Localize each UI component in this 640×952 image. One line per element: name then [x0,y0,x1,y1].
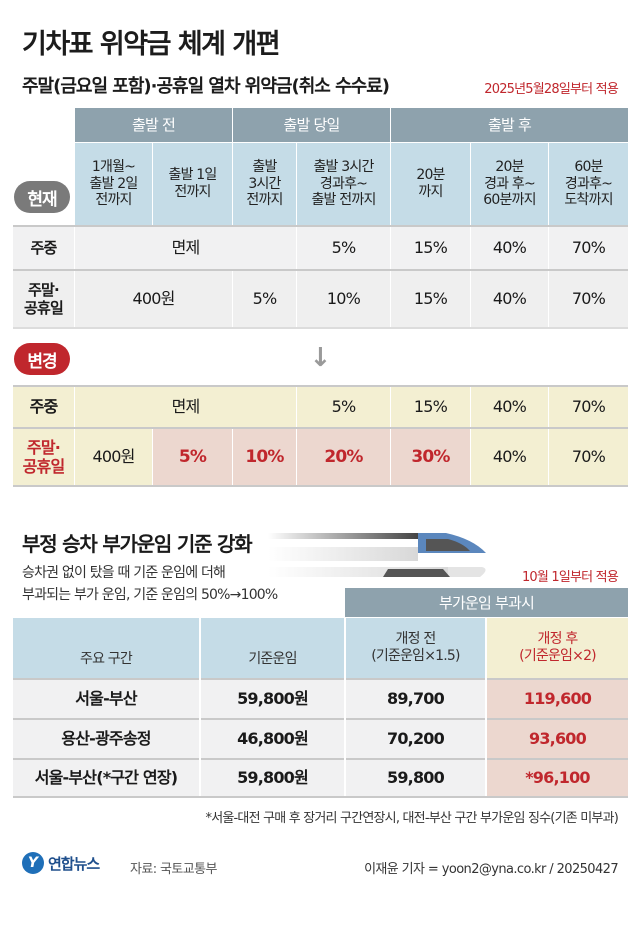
cell-exempt: 면제 [75,227,296,269]
section-subtitle: 주말(금요일 포함)·공휴일 열차 위약금(취소 수수료) [22,76,390,97]
yonhap-logo: Y 연합뉴스 [22,852,100,874]
after-fare-cell: 93,600 [487,720,628,758]
cell-value: 400원 [75,429,152,485]
column-header: 20분 경과 후~ 60분까지 [471,143,548,225]
divider [13,485,628,487]
base-fare-cell: 46,800원 [201,720,344,758]
after-fare-cell: *96,100 [487,760,628,796]
cell-value-changed: 20% [297,429,390,485]
cell-value-changed: 10% [233,429,296,485]
apply-date: 10월 1일부터 적용 [521,570,619,585]
cell-value: 70% [549,271,628,327]
column-header: 출발 1일 전까지 [153,143,232,225]
group-header-after: 출발 후 [391,108,628,142]
divider [13,678,628,680]
column-header: 개정 후 (기준운임×2) [487,618,628,678]
changed-badge: 변경 [14,343,70,375]
divider [13,225,628,227]
row-label-weekday: 주중 [13,387,74,427]
page-title: 기차표 위약금 체계 개편 [22,29,281,60]
before-fare-cell: 89,700 [346,680,485,718]
cell-value: 15% [391,227,470,269]
column-header: 1개월~ 출발 2일 전까지 [75,143,152,225]
source-text: 자료: 국토교통부 [130,862,217,877]
logo-text: 연합뉴스 [48,854,100,873]
description-line: 부과되는 부가 운임, 기준 운임의 50%→100% [22,587,278,603]
cell-value: 5% [297,227,390,269]
group-header-before: 출발 전 [75,108,232,142]
row-label-weekend: 주말· 공휴일 [13,429,74,485]
cell-value: 15% [391,271,470,327]
cell-value: 70% [549,387,628,427]
base-fare-cell: 59,800원 [201,760,344,796]
before-fare-cell: 70,200 [346,720,485,758]
column-divider [485,618,487,796]
column-header: 기준운임 [201,618,344,678]
yonhap-logo-icon: Y [22,852,44,874]
cell-value: 40% [471,429,548,485]
route-cell: 서울-부산 [13,680,199,718]
divider [13,427,628,429]
cell-value: 10% [297,271,390,327]
column-header: 출발 3시간 경과후~ 출발 전까지 [297,143,390,225]
after-fare-cell: 119,600 [487,680,628,718]
divider [13,327,628,329]
divider [13,385,628,387]
cell-value-changed: 5% [153,429,232,485]
train-icon [268,533,486,577]
group-header-day: 출발 당일 [233,108,390,142]
divider [13,269,628,271]
cell-value: 40% [471,387,548,427]
column-header: 개정 전 (기준운임×1.5) [346,618,485,678]
section-description: 승차권 없이 탔을 때 기준 운임에 더해 부과되는 부가 운임, 기준 운임의… [22,562,278,606]
section-title: 부정 승차 부가운임 기준 강화 [22,532,253,556]
cell-value: 15% [391,387,470,427]
route-cell: 서울-부산(*구간 연장) [13,760,199,796]
cell-value-changed: 30% [391,429,470,485]
column-header: 주요 구간 [13,618,199,678]
divider [13,758,628,760]
current-badge: 현재 [14,181,70,213]
column-header: 출발 3시간 전까지 [233,143,296,225]
column-header: 20분 까지 [391,143,470,225]
cell-value: 5% [233,271,296,327]
description-line: 승차권 없이 탔을 때 기준 운임에 더해 [22,565,226,581]
credit-text: 이재윤 기자 = yoon2@yna.co.kr / 20250427 [364,862,619,877]
arrow-down-icon: ↓ [309,343,332,374]
column-divider [344,618,346,796]
apply-date: 2025년5월28일부터 적용 [484,82,619,97]
column-header: 60분 경과후~ 도착까지 [549,143,628,225]
divider [13,718,628,720]
column-divider [199,618,201,796]
cell-value: 400원 [75,271,232,327]
cell-value: 70% [549,227,628,269]
base-fare-cell: 59,800원 [201,680,344,718]
divider [13,796,628,798]
cell-value: 40% [471,271,548,327]
before-fare-cell: 59,800 [346,760,485,796]
footnote: *서울-대전 구매 후 장거리 구간연장시, 대전-부산 구간 부가운임 징수(… [205,811,619,826]
cell-exempt: 면제 [75,387,296,427]
row-label-weekday: 주중 [13,227,74,269]
row-label-weekend: 주말· 공휴일 [13,271,74,327]
cell-value: 40% [471,227,548,269]
group-header-surcharge: 부가운임 부과시 [345,588,628,617]
cell-value: 70% [549,429,628,485]
cell-value: 5% [297,387,390,427]
route-cell: 용산-광주송정 [13,720,199,758]
